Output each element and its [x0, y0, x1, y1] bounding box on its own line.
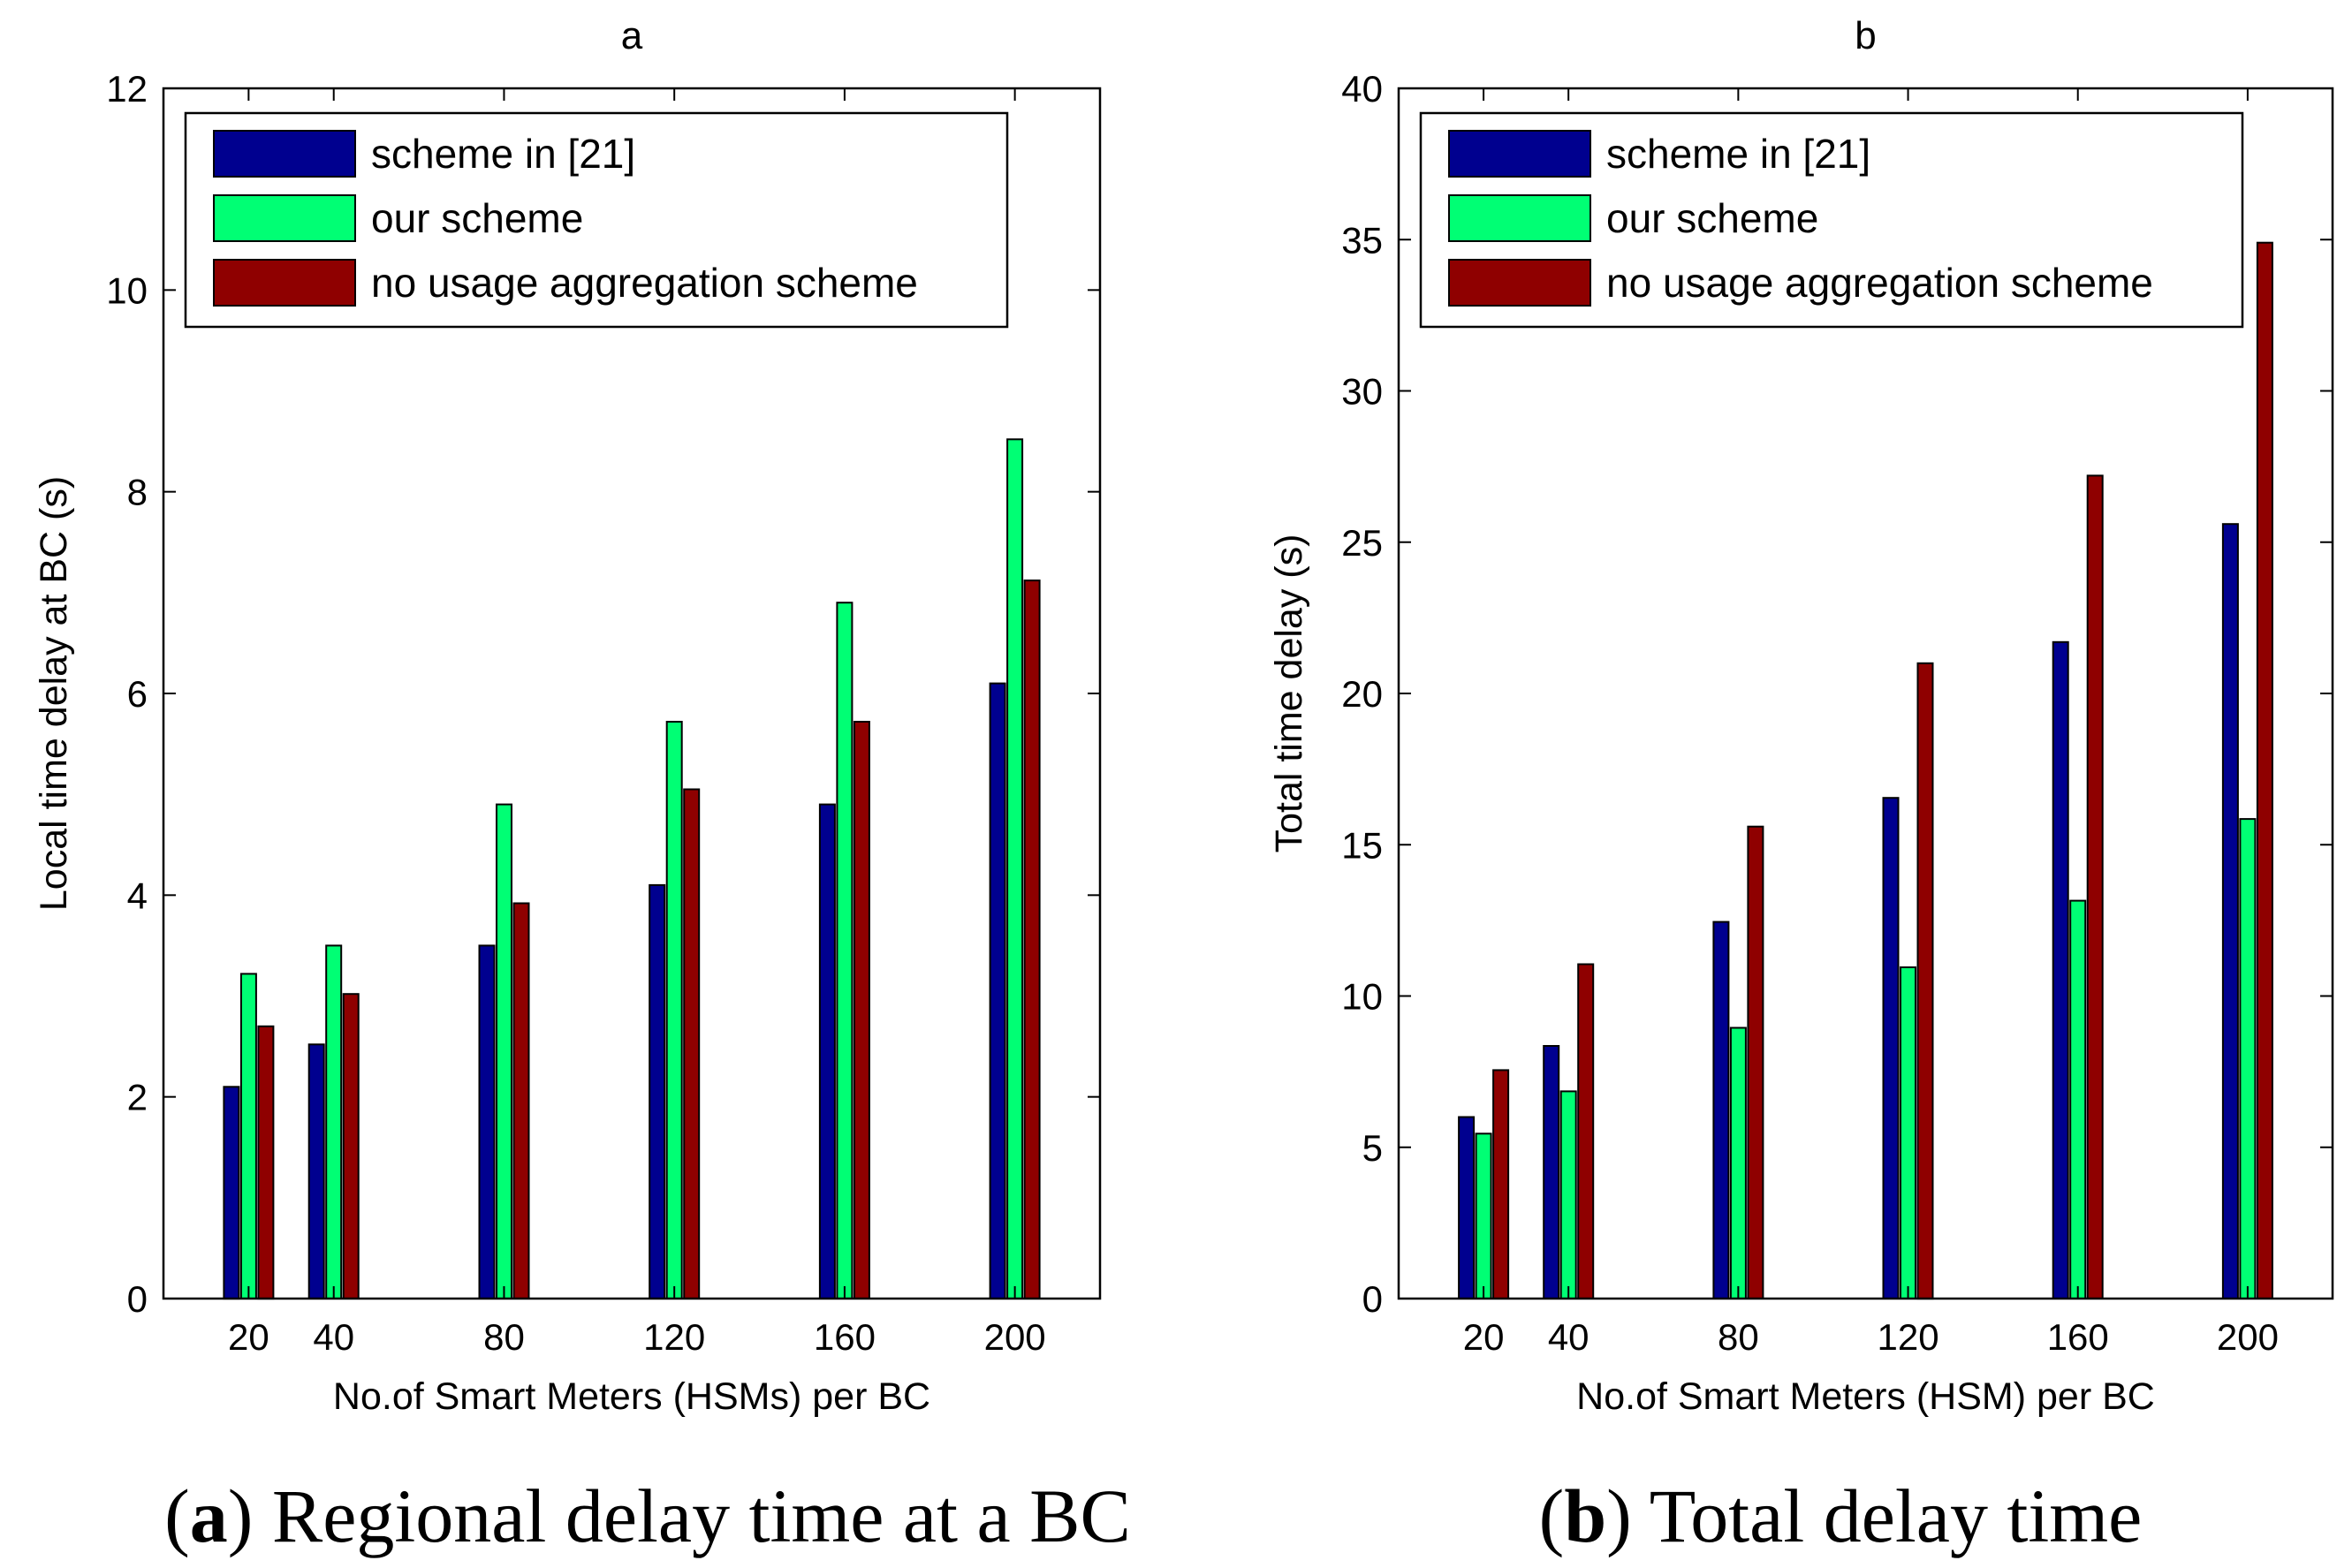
bar-our-120	[665, 721, 683, 1299]
x-tick-label: 160	[2047, 1316, 2109, 1358]
caption-b-open: (	[1539, 1473, 1565, 1558]
bar-our-160	[836, 602, 854, 1299]
y-tick-label: 40	[1341, 68, 1383, 110]
bar-noagg-120	[1916, 662, 1934, 1300]
bar-scheme21-80	[1712, 920, 1730, 1299]
caption-a: (a) Regional delay time at a BC	[164, 1473, 1131, 1558]
bar-our-80	[1729, 1026, 1747, 1299]
bar-scheme21-40	[307, 1043, 325, 1300]
bar-scheme21-120	[649, 883, 666, 1300]
caption-b-letter: b	[1564, 1473, 1606, 1558]
x-tick-label: 200	[2217, 1316, 2279, 1358]
legend-swatch-noagg	[1448, 259, 1591, 307]
y-tick-label: 35	[1341, 219, 1383, 261]
legend-label-noagg: no usage aggregation scheme	[1606, 260, 2153, 306]
bar-noagg-20	[257, 1025, 275, 1300]
bar-our-20	[1475, 1132, 1492, 1300]
y-tick-label: 25	[1341, 522, 1383, 564]
legend-label-our: our scheme	[1606, 195, 1818, 241]
chart-title: b	[1855, 14, 1876, 57]
y-tick-label: 10	[1341, 976, 1383, 1018]
x-tick-label: 80	[483, 1316, 525, 1358]
x-tick-label: 40	[1548, 1316, 1589, 1358]
bar-noagg-80	[512, 902, 530, 1299]
bar-scheme21-120	[1882, 797, 1900, 1299]
bar-scheme21-80	[478, 944, 496, 1300]
x-tick-label: 20	[228, 1316, 269, 1358]
x-tick-label: 120	[1878, 1316, 1939, 1358]
bar-scheme21-20	[223, 1086, 240, 1300]
y-tick-label: 12	[106, 68, 148, 110]
bar-scheme21-160	[2052, 640, 2069, 1299]
y-tick-label: 0	[1362, 1278, 1383, 1320]
bar-our-40	[1559, 1090, 1577, 1300]
y-tick-label: 20	[1341, 673, 1383, 715]
legend-swatch-our	[1448, 194, 1591, 242]
caption-a-letter: a	[190, 1473, 228, 1558]
x-tick-label: 20	[1463, 1316, 1505, 1358]
legend-label-scheme21: scheme in [21]	[371, 131, 635, 177]
bar-noagg-120	[683, 788, 701, 1299]
x-axis-label: No.of Smart Meters (HSM) per BC	[1576, 1375, 2155, 1418]
bar-our-20	[239, 973, 257, 1300]
caption-b: (b) Total delay time	[1539, 1473, 2143, 1558]
x-tick-label: 160	[814, 1316, 876, 1358]
x-tick-label: 200	[984, 1316, 1046, 1358]
legend-swatch-scheme21	[1448, 130, 1591, 178]
bar-our-160	[2069, 899, 2087, 1299]
chart-panel-b: 0 5 10 15 20 25 30 35 40 20 40 80 120 160 200 b No.of Sm…	[1268, 14, 2334, 1418]
x-tick-label: 120	[643, 1316, 705, 1358]
x-tick-label: 40	[313, 1316, 354, 1358]
caption-a-text: ) Regional delay time at a BC	[228, 1473, 1131, 1558]
bar-noagg-40	[1577, 963, 1595, 1299]
y-tick-label: 6	[127, 673, 148, 715]
bar-noagg-160	[853, 721, 870, 1299]
bar-our-200	[1006, 438, 1024, 1299]
y-tick-label: 8	[127, 472, 148, 513]
bar-noagg-40	[342, 993, 360, 1299]
y-tick-label: 5	[1362, 1127, 1383, 1169]
y-tick-label: 10	[106, 269, 148, 311]
legend-label-scheme21: scheme in [21]	[1606, 131, 1870, 177]
bar-scheme21-40	[1543, 1045, 1560, 1299]
y-axis-label: Total time delay (s)	[1268, 534, 1310, 853]
bar-our-200	[2239, 818, 2257, 1299]
legend-swatch-noagg	[213, 259, 356, 307]
legend-label-our: our scheme	[371, 195, 583, 241]
bar-our-40	[325, 944, 343, 1300]
bar-scheme21-20	[1458, 1116, 1476, 1299]
legend-label-noagg: no usage aggregation scheme	[371, 260, 918, 306]
bar-scheme21-160	[818, 803, 836, 1299]
y-tick-label: 30	[1341, 371, 1383, 413]
chart-title: a	[621, 14, 643, 57]
bar-noagg-200	[2256, 241, 2273, 1300]
x-tick-label: 80	[1718, 1316, 1759, 1358]
bar-scheme21-200	[989, 682, 1006, 1299]
bar-scheme21-200	[2221, 523, 2239, 1299]
bar-noagg-200	[1023, 579, 1041, 1299]
y-tick-label: 0	[127, 1278, 148, 1320]
bar-noagg-20	[1492, 1069, 1510, 1300]
bar-our-80	[496, 803, 512, 1299]
bar-our-120	[1900, 966, 1916, 1299]
caption-a-open: (	[164, 1473, 190, 1558]
chart-panel-a: 0 2 4 6 8 10 12 20 40 80 120 160 200 a No.of Smart Met…	[33, 14, 1102, 1418]
x-axis-label: No.of Smart Meters (HSMs) per BC	[333, 1375, 930, 1418]
legend-swatch-our	[213, 194, 356, 242]
bar-noagg-80	[1747, 825, 1764, 1299]
y-tick-label: 15	[1341, 824, 1383, 866]
caption-b-text: ) Total delay time	[1606, 1473, 2142, 1558]
y-tick-label: 4	[127, 875, 148, 916]
bar-noagg-160	[2086, 474, 2104, 1299]
y-tick-label: 2	[127, 1077, 148, 1118]
legend-swatch-scheme21	[213, 130, 356, 178]
y-axis-label: Local time delay at BC (s)	[33, 476, 75, 911]
